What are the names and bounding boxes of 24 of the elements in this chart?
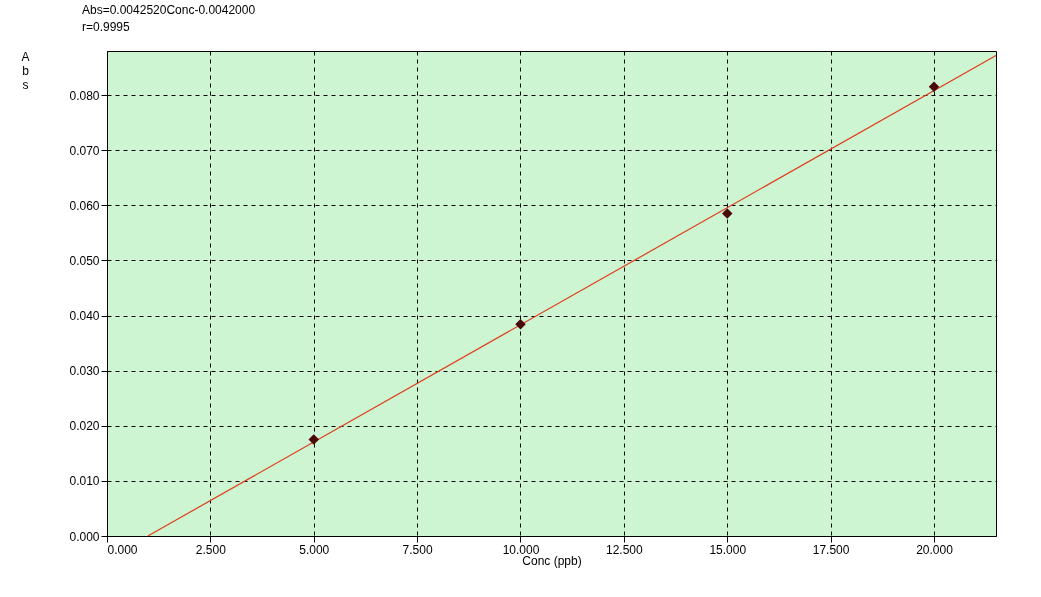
y-tick-label: 0.020 <box>69 419 100 434</box>
y-tick-label: 0.050 <box>69 253 100 268</box>
x-tick-label: 15.000 <box>709 542 747 557</box>
y-tick-label: 0.080 <box>69 88 100 103</box>
y-tick-label: 0.070 <box>69 143 100 158</box>
point <box>515 319 526 330</box>
x-tick-label: 2.500 <box>195 542 227 557</box>
x-tick-label: 20.000 <box>916 542 954 557</box>
point <box>928 81 940 93</box>
text: r=0.9995 <box>82 20 131 34</box>
point <box>308 434 319 445</box>
x-tick-label: 12.500 <box>606 542 644 557</box>
x-tick-label: 0.000 <box>107 542 138 557</box>
y-tick-label: 0.040 <box>69 309 100 324</box>
x-tick-label: 7.500 <box>402 542 433 557</box>
x-tick-label: 5.000 <box>299 542 330 557</box>
text: Abs=0.0042520Conc-0.0042000 <box>82 3 256 17</box>
x-tick-label: 17.500 <box>812 542 850 557</box>
point <box>721 208 733 219</box>
y-tick-label: 0.030 <box>69 364 100 379</box>
y-tick-label: 0.060 <box>69 198 100 213</box>
y-tick-label: 0.010 <box>69 474 100 489</box>
y-axis-title: Abs <box>21 49 30 92</box>
y-tick-label: 0.000 <box>69 529 100 544</box>
